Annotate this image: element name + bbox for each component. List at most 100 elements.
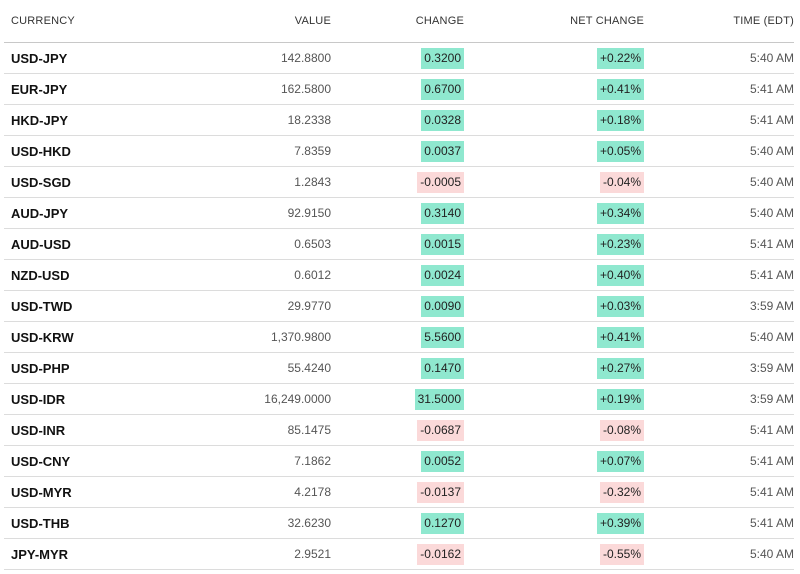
value-cell: 92.9150 [287,206,331,220]
net-change-badge: +0.03% [596,295,644,317]
table-row[interactable]: AUD-USD 0.6503 0.0015 +0.23% 5:41 AM [4,229,794,260]
net-change-cell: +0.19% [464,388,644,410]
currency-pair-link[interactable]: USD-THB [11,515,70,531]
table-row[interactable]: USD-PHP 55.4240 0.1470 +0.27% 3:59 AM [4,353,794,384]
time-cell: 3:59 AM [749,392,794,406]
change-cell: 0.0090 [331,295,464,317]
table-row[interactable]: JPY-MYR 2.9521 -0.0162 -0.55% 5:40 AM [4,539,794,570]
value-cell: 1.2843 [294,175,331,189]
net-change-cell: -0.04% [464,171,644,193]
table-row[interactable]: USD-INR 85.1475 -0.0687 -0.08% 5:41 AM [4,415,794,446]
time-cell: 5:40 AM [749,547,794,561]
value-cell: 1,370.9800 [270,330,331,344]
change-badge: 5.5600 [421,326,464,348]
change-cell: 0.0037 [331,140,464,162]
column-header-net-change[interactable]: NET CHANGE [570,15,644,27]
net-change-cell: +0.34% [464,202,644,224]
currency-table: CURRENCY VALUE CHANGE NET CHANGE TIME (E… [4,0,794,570]
value-cell: 18.2338 [287,113,331,127]
change-badge: 0.0037 [421,140,464,162]
currency-pair-link[interactable]: USD-INR [11,422,66,438]
table-body: USD-JPY 142.8800 0.3200 +0.22% 5:40 AM EUR-JP… [4,43,794,570]
column-header-change[interactable]: CHANGE [415,15,464,27]
currency-pair-link[interactable]: USD-IDR [11,391,66,407]
currency-pair-link[interactable]: USD-MYR [11,484,72,500]
value-cell: 55.4240 [287,361,331,375]
change-badge: -0.0162 [417,543,464,565]
net-change-badge: -0.55% [599,543,644,565]
time-cell: 5:41 AM [749,485,794,499]
change-cell: 31.5000 [331,388,464,410]
net-change-cell: -0.32% [464,481,644,503]
net-change-cell: -0.55% [464,543,644,565]
currency-pair-link[interactable]: HKD-JPY [11,112,69,128]
net-change-badge: +0.07% [596,450,644,472]
time-cell: 5:40 AM [749,175,794,189]
table-row[interactable]: USD-TWD 29.9770 0.0090 +0.03% 3:59 AM [4,291,794,322]
value-cell: 7.1862 [294,454,331,468]
currency-pair-link[interactable]: USD-TWD [11,298,73,314]
time-cell: 5:41 AM [749,516,794,530]
currency-pair-link[interactable]: USD-CNY [11,453,71,469]
time-cell: 5:40 AM [749,206,794,220]
currency-pair-link[interactable]: USD-HKD [11,143,71,159]
currency-pair-link[interactable]: EUR-JPY [11,81,68,97]
time-cell: 3:59 AM [749,299,794,313]
change-cell: 0.0015 [331,233,464,255]
net-change-cell: +0.39% [464,512,644,534]
table-row[interactable]: EUR-JPY 162.5800 0.6700 +0.41% 5:41 AM [4,74,794,105]
value-cell: 4.2178 [294,485,331,499]
currency-pair-link[interactable]: USD-JPY [11,50,68,66]
table-row[interactable]: USD-IDR 16,249.0000 31.5000 +0.19% 3:59 AM [4,384,794,415]
net-change-cell: +0.18% [464,109,644,131]
currency-pair-link[interactable]: USD-SGD [11,174,71,190]
change-badge: 0.0328 [421,109,464,131]
column-header-currency[interactable]: CURRENCY [11,15,75,27]
change-cell: 0.0328 [331,109,464,131]
table-row[interactable]: AUD-JPY 92.9150 0.3140 +0.34% 5:40 AM [4,198,794,229]
time-cell: 5:41 AM [749,82,794,96]
currency-pair-link[interactable]: USD-KRW [11,329,74,345]
time-cell: 5:40 AM [749,330,794,344]
table-row[interactable]: USD-THB 32.6230 0.1270 +0.39% 5:41 AM [4,508,794,539]
time-cell: 5:41 AM [749,237,794,251]
table-row[interactable]: USD-SGD 1.2843 -0.0005 -0.04% 5:40 AM [4,167,794,198]
currency-pair-link[interactable]: NZD-USD [11,267,70,283]
table-row[interactable]: USD-HKD 7.8359 0.0037 +0.05% 5:40 AM [4,136,794,167]
net-change-badge: +0.22% [596,47,644,69]
net-change-badge: -0.32% [599,481,644,503]
table-header: CURRENCY VALUE CHANGE NET CHANGE TIME (E… [4,0,794,43]
net-change-cell: +0.27% [464,357,644,379]
table-row[interactable]: USD-MYR 4.2178 -0.0137 -0.32% 5:41 AM [4,477,794,508]
currency-pair-link[interactable]: AUD-USD [11,236,71,252]
net-change-badge: +0.34% [596,202,644,224]
value-cell: 32.6230 [287,516,331,530]
change-cell: 0.1470 [331,357,464,379]
column-header-value[interactable]: VALUE [294,15,331,27]
change-badge: 0.0052 [421,450,464,472]
currency-pair-link[interactable]: USD-PHP [11,360,70,376]
table-row[interactable]: USD-JPY 142.8800 0.3200 +0.22% 5:40 AM [4,43,794,74]
table-row[interactable]: USD-CNY 7.1862 0.0052 +0.07% 5:41 AM [4,446,794,477]
table-row[interactable]: USD-KRW 1,370.9800 5.5600 +0.41% 5:40 AM [4,322,794,353]
time-cell: 5:41 AM [749,454,794,468]
net-change-cell: +0.23% [464,233,644,255]
currency-pair-link[interactable]: AUD-JPY [11,205,69,221]
value-cell: 2.9521 [294,547,331,561]
currency-pair-link[interactable]: JPY-MYR [11,546,69,562]
net-change-badge: +0.18% [596,109,644,131]
net-change-badge: +0.41% [596,78,644,100]
time-cell: 5:41 AM [749,268,794,282]
change-cell: 0.6700 [331,78,464,100]
change-badge: 0.0015 [421,233,464,255]
net-change-badge: +0.05% [596,140,644,162]
change-badge: 0.6700 [421,78,464,100]
time-cell: 5:40 AM [749,51,794,65]
change-cell: 0.0052 [331,450,464,472]
table-row[interactable]: HKD-JPY 18.2338 0.0328 +0.18% 5:41 AM [4,105,794,136]
column-header-time[interactable]: TIME (EDT) [733,15,794,27]
change-badge: -0.0687 [417,419,464,441]
value-cell: 142.8800 [280,51,331,65]
table-row[interactable]: NZD-USD 0.6012 0.0024 +0.40% 5:41 AM [4,260,794,291]
change-cell: -0.0137 [331,481,464,503]
